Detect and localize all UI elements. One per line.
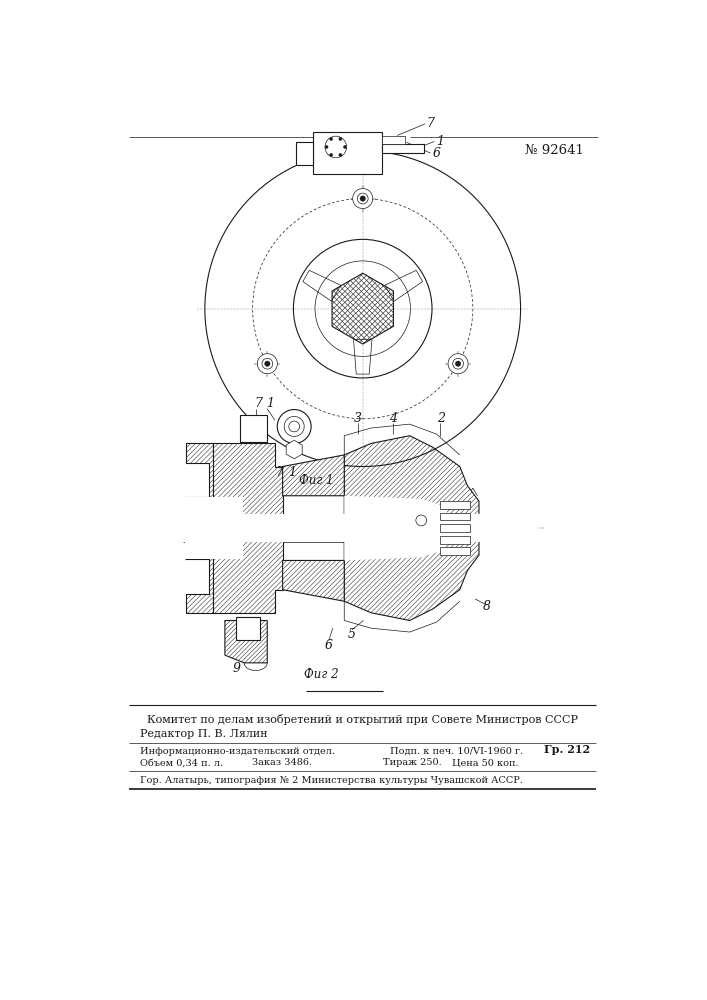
Bar (440, 547, 469, 555)
Text: Цена 50 коп.: Цена 50 коп. (452, 758, 519, 767)
Circle shape (329, 153, 333, 156)
Circle shape (356, 302, 369, 315)
Bar (382, 136, 405, 144)
Circle shape (360, 306, 366, 312)
Bar (312, 132, 382, 174)
Circle shape (257, 354, 277, 374)
Circle shape (329, 137, 333, 140)
Text: Редактор П. В. Лялин: Редактор П. В. Лялин (140, 729, 268, 739)
Text: Объем 0,34 п. л.: Объем 0,34 п. л. (140, 758, 223, 767)
Text: 1: 1 (436, 135, 444, 148)
Polygon shape (344, 436, 479, 620)
Circle shape (325, 145, 328, 148)
Circle shape (262, 358, 273, 369)
Text: Фиг 2: Фиг 2 (304, 668, 339, 681)
Circle shape (325, 136, 346, 158)
Bar (240, 415, 267, 442)
Polygon shape (214, 443, 283, 613)
Polygon shape (286, 440, 302, 459)
Bar (440, 536, 469, 544)
Text: 8: 8 (483, 600, 491, 613)
Text: 1: 1 (267, 397, 274, 410)
Text: - 3 -: - 3 - (349, 141, 376, 155)
Text: 6: 6 (325, 639, 333, 652)
Text: 1: 1 (288, 466, 296, 479)
Bar (382, 144, 424, 153)
Text: Фиг 1: Фиг 1 (299, 474, 334, 487)
Bar (296, 142, 312, 165)
Text: Тираж 250.: Тираж 250. (382, 758, 441, 767)
Text: Гр. 212: Гр. 212 (544, 744, 590, 755)
Text: 7: 7 (254, 397, 262, 410)
Bar (236, 617, 259, 640)
Circle shape (455, 361, 461, 366)
Polygon shape (187, 443, 214, 613)
Circle shape (452, 358, 464, 369)
Bar (185, 497, 243, 559)
Circle shape (360, 196, 366, 201)
Text: 6: 6 (433, 147, 440, 160)
Circle shape (288, 421, 300, 432)
Circle shape (264, 361, 270, 366)
Polygon shape (283, 560, 344, 601)
Text: Заказ 3486.: Заказ 3486. (252, 758, 312, 767)
Text: 4: 4 (389, 412, 397, 425)
Text: 7: 7 (426, 117, 435, 130)
Text: Информационно-издательский отдел.: Информационно-издательский отдел. (140, 747, 335, 756)
Bar (182, 514, 537, 542)
Polygon shape (283, 455, 344, 496)
Text: 5: 5 (348, 628, 356, 641)
Circle shape (277, 410, 311, 443)
Circle shape (205, 151, 520, 466)
Text: № 92641: № 92641 (525, 144, 584, 157)
Circle shape (353, 189, 373, 209)
Bar (440, 524, 469, 532)
Bar (440, 501, 469, 509)
Polygon shape (344, 496, 448, 560)
Circle shape (416, 515, 426, 526)
Text: 9: 9 (233, 662, 240, 675)
Text: 2: 2 (437, 412, 445, 425)
Circle shape (448, 354, 468, 374)
Text: 3: 3 (354, 412, 362, 425)
Circle shape (344, 145, 346, 148)
Bar (440, 513, 469, 520)
Text: 7: 7 (276, 466, 284, 479)
Text: Подп. к печ. 10/VI-1960 г.: Подп. к печ. 10/VI-1960 г. (390, 747, 524, 756)
Circle shape (339, 137, 342, 140)
Text: Комитет по делам изобретений и открытий при Совете Министров СССР: Комитет по делам изобретений и открытий … (147, 714, 578, 725)
Polygon shape (332, 273, 393, 344)
Circle shape (339, 153, 342, 156)
Text: Гор. Алатырь, типография № 2 Министерства культуры Чувашской АССР.: Гор. Алатырь, типография № 2 Министерств… (140, 776, 523, 785)
Circle shape (357, 193, 368, 204)
Polygon shape (225, 620, 267, 663)
Circle shape (284, 416, 304, 436)
